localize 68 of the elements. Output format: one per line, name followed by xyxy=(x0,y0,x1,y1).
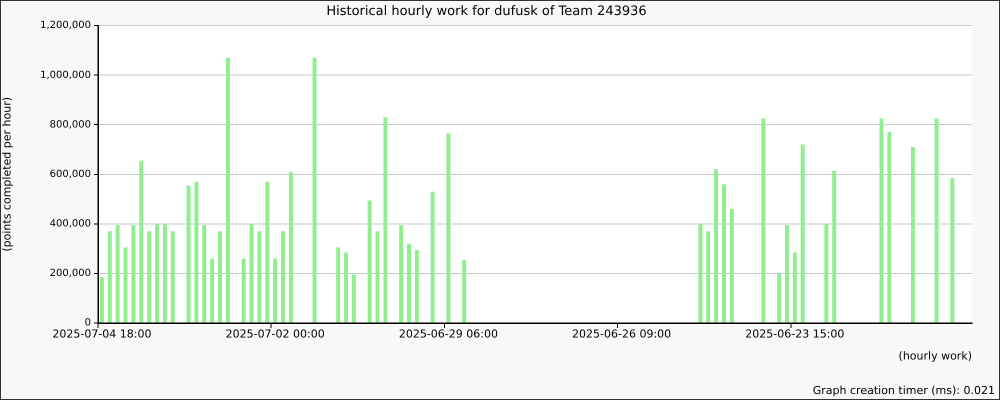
bar xyxy=(800,144,805,322)
bar xyxy=(761,118,766,322)
y-tick-label: 800,000 xyxy=(50,119,91,130)
bar xyxy=(887,132,892,322)
bar xyxy=(218,231,222,322)
x-tick-label: 2025-07-04 18:00 xyxy=(52,327,152,340)
bar xyxy=(108,231,112,322)
bar xyxy=(116,225,120,322)
bar xyxy=(100,277,104,322)
bar xyxy=(462,260,466,322)
bar xyxy=(344,252,348,322)
bar xyxy=(210,258,214,322)
bar xyxy=(170,231,175,322)
bar xyxy=(430,192,435,322)
bar xyxy=(792,252,797,322)
bar xyxy=(832,170,836,322)
bar xyxy=(265,182,270,322)
bar xyxy=(784,225,789,322)
bar xyxy=(376,231,380,322)
bar xyxy=(242,258,246,322)
text: Graph creation timer (ms): 0.021 xyxy=(812,384,995,397)
bar xyxy=(446,133,450,322)
x-tick-label: 2025-07-02 00:00 xyxy=(226,327,325,340)
bar xyxy=(730,208,734,322)
bar xyxy=(312,58,316,322)
bar xyxy=(777,273,782,322)
bar xyxy=(414,250,419,322)
y-tick-label: 200,000 xyxy=(50,268,91,280)
y-tick-label: 1,000,000 xyxy=(40,70,91,81)
bar xyxy=(273,258,278,322)
bar xyxy=(162,224,167,322)
x-tick-label: 2025-06-23 15:00 xyxy=(745,327,844,340)
bar xyxy=(281,231,286,322)
y-tick-label: 400,000 xyxy=(50,218,91,230)
bar xyxy=(714,169,718,322)
bar xyxy=(194,182,198,322)
bar xyxy=(910,147,915,322)
bar xyxy=(352,274,356,322)
y-axis-title: (points completed per hour) xyxy=(0,96,14,252)
bar xyxy=(124,247,128,322)
bar xyxy=(399,225,404,322)
bar xyxy=(257,231,262,322)
bar xyxy=(407,244,411,322)
y-tick-label: 600,000 xyxy=(50,168,91,180)
bar xyxy=(824,224,828,322)
bar xyxy=(250,224,254,322)
bar xyxy=(131,225,136,322)
chart-title: Historical hourly work for dufusk of Team 243936 xyxy=(326,4,647,20)
x-tick-label: 2025-06-26 09:00 xyxy=(572,327,672,340)
bar xyxy=(155,224,160,322)
bar xyxy=(226,58,230,322)
x-axis-title: (hourly work) xyxy=(898,349,972,362)
bar xyxy=(186,185,191,322)
bar xyxy=(288,172,293,322)
bar xyxy=(147,231,152,322)
bar xyxy=(202,225,206,322)
y-tick-label: 0 xyxy=(84,318,91,329)
bar xyxy=(698,224,702,322)
bar xyxy=(336,247,340,322)
bar xyxy=(383,117,388,322)
bar xyxy=(934,118,939,322)
bar xyxy=(879,118,884,322)
x-tick-label: 2025-06-29 06:00 xyxy=(398,327,498,340)
y-tick-label: 1,200,000 xyxy=(40,20,91,32)
bar xyxy=(950,178,954,322)
bar xyxy=(722,184,726,322)
bar xyxy=(368,200,372,322)
bar xyxy=(139,160,144,322)
